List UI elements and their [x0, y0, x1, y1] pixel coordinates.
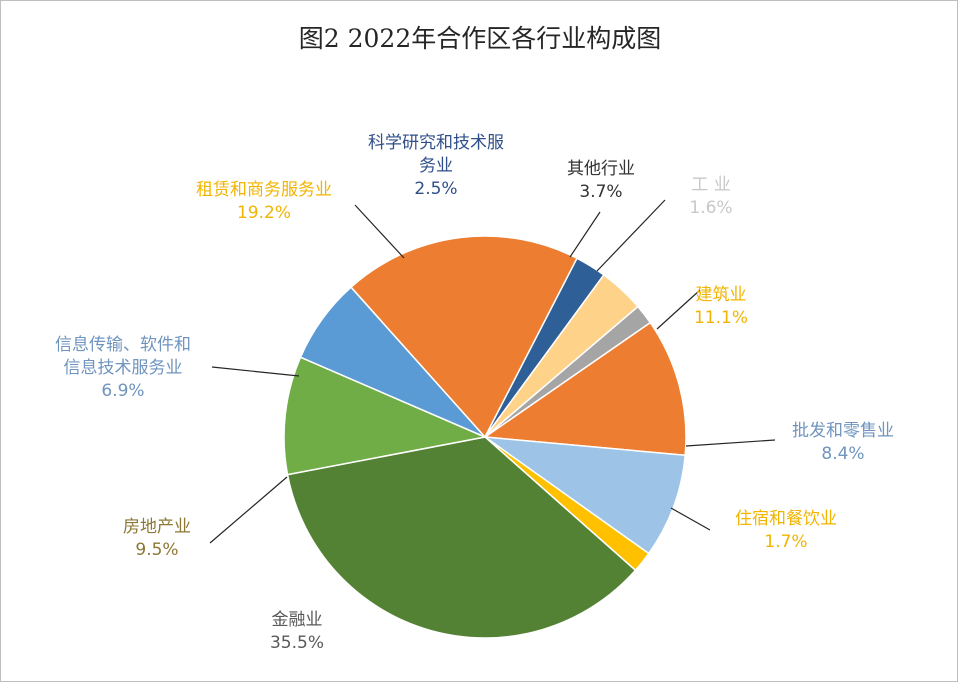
slice-label-name: 批发和零售业 [792, 421, 894, 441]
slice-label-5: 信息传输、软件和信息技术服务业 6.9% [55, 335, 191, 401]
slice-label-value: 6.9% [101, 381, 144, 401]
slice-label-value: 8.4% [821, 444, 864, 464]
slice-label-2: 住宿和餐饮业 1.7% [735, 509, 837, 552]
slice-label-name: 房地产业 [123, 517, 191, 537]
pie-slice-9 [484, 305, 652, 438]
pie-slice-3 [286, 436, 637, 639]
slice-label-1: 批发和零售业 8.4% [792, 421, 894, 464]
slice-label-value: 11.1% [694, 308, 748, 328]
slice-label-name: 务业 [419, 156, 453, 176]
slice-label-value: 1.7% [764, 532, 807, 552]
slice-label-7: 科学研究和技术服务业 2.5% [368, 133, 504, 199]
pie-slice-1 [482, 436, 686, 555]
leader-line-0 [656, 289, 701, 330]
slice-label-name: 租赁和商务服务业 [196, 180, 332, 200]
slice-label-value: 3.7% [579, 182, 622, 202]
pie-slice-6 [349, 235, 579, 439]
slice-label-name: 工 业 [691, 175, 730, 195]
leader-line-2 [670, 507, 711, 531]
slice-label-name: 金融业 [272, 610, 323, 630]
slice-label-name: 其他行业 [567, 159, 635, 179]
pie-slices [283, 235, 687, 639]
leader-line-4 [209, 476, 288, 544]
slice-label-6: 租赁和商务服务业 19.2% [196, 180, 332, 223]
slice-label-0: 建筑业 11.1% [694, 285, 748, 328]
leader-line-9 [596, 199, 666, 272]
leader-line-6 [354, 204, 405, 259]
slice-label-value: 1.6% [689, 198, 732, 218]
slice-label-name: 住宿和餐饮业 [735, 509, 837, 529]
slice-label-value: 35.5% [270, 633, 324, 653]
slice-label-name: 信息技术服务业 [64, 358, 183, 378]
chart-title: 图2 2022年合作区各行业构成图 [298, 24, 662, 53]
pie-slice-4 [283, 356, 488, 476]
leader-line-1 [685, 439, 776, 447]
pie-slice-0 [482, 321, 687, 457]
slice-label-value: 9.5% [135, 540, 178, 560]
leader-lines [209, 199, 776, 544]
slice-label-4: 房地产业 9.5% [123, 517, 191, 560]
slice-label-name: 信息传输、软件和 [55, 335, 191, 355]
slice-labels: 建筑业 11.1% 批发和零售业 8.4% 住宿和餐饮业 1.7% 金融业 35.5% 房地产业… [55, 133, 894, 653]
slice-label-8: 其他行业 3.7% [567, 159, 635, 202]
slice-label-3: 金融业 35.5% [270, 610, 324, 653]
slice-label-value: 2.5% [414, 179, 457, 199]
slice-label-value: 19.2% [237, 203, 291, 223]
slice-label-9: 工 业 1.6% [689, 175, 732, 218]
leader-line-5 [211, 366, 300, 377]
slice-label-name: 建筑业 [696, 285, 747, 305]
leader-line-8 [569, 211, 601, 258]
slice-label-name: 科学研究和技术服 [368, 133, 504, 153]
